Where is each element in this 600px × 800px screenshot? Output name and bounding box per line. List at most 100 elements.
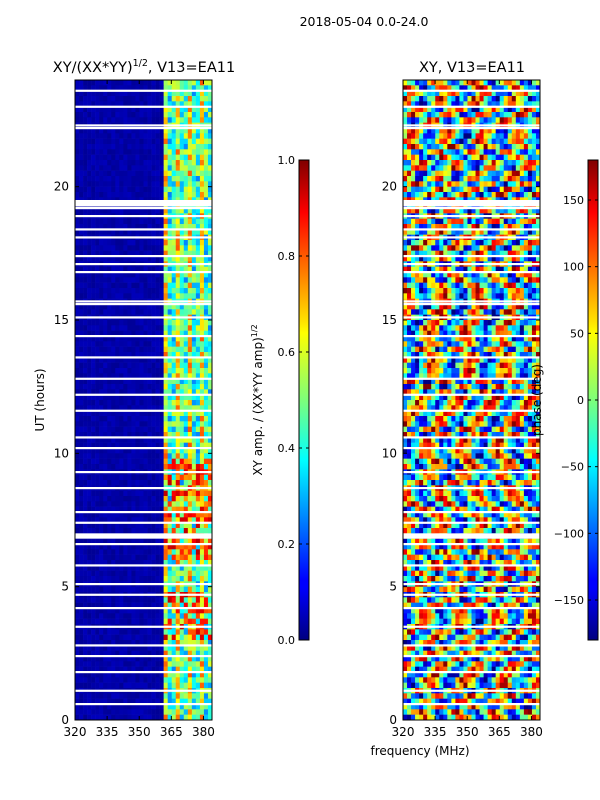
data-gap-row xyxy=(403,521,540,524)
data-gap-row xyxy=(75,236,212,239)
plot-frame xyxy=(402,79,541,721)
y-tick-label: 20 xyxy=(54,180,69,194)
y-tick-label: 10 xyxy=(54,446,69,460)
x-tick-label: 380 xyxy=(520,725,543,739)
y-tick-label: 10 xyxy=(382,446,397,460)
data-gap-row xyxy=(75,689,212,692)
x-tick-label: 380 xyxy=(192,725,215,739)
data-gap-row xyxy=(403,671,540,674)
data-gap-row xyxy=(403,105,540,108)
y-tick-label: 15 xyxy=(54,313,69,327)
phase-colorbar-tick-label: −50 xyxy=(561,461,584,474)
amplitude-heatmap-cells xyxy=(75,80,213,721)
x-tick-label: 365 xyxy=(160,725,183,739)
phase-heatmap-cells xyxy=(403,80,541,721)
x-tick-label: 320 xyxy=(392,725,415,739)
data-gap-row xyxy=(75,533,212,539)
data-gap-row xyxy=(403,607,540,610)
data-gap-row xyxy=(75,593,212,596)
data-gap-row xyxy=(403,335,540,338)
phase-colorbar-tick-label: 0 xyxy=(577,394,584,407)
data-gap-row xyxy=(403,703,540,706)
amplitude-colorbar-tick-label: 0.0 xyxy=(278,634,296,647)
x-tick-label: 350 xyxy=(456,725,479,739)
y-tick-label: 20 xyxy=(382,180,397,194)
data-gap-row xyxy=(75,303,212,306)
data-gap-row xyxy=(403,436,540,439)
y-tick-label: 5 xyxy=(61,580,69,594)
data-gap-row xyxy=(403,300,540,303)
amplitude-colorbar-tick-label: 1.0 xyxy=(278,154,296,167)
data-gap-row xyxy=(403,655,540,658)
data-gap-row xyxy=(403,689,540,692)
data-gap-row xyxy=(75,409,212,412)
data-gap-row xyxy=(403,356,540,359)
data-gap-row xyxy=(75,377,212,380)
amplitude-colorbar-tick-label: 0.6 xyxy=(278,346,296,359)
data-gap-row xyxy=(75,607,212,610)
data-gap-row xyxy=(75,207,212,210)
data-gap-row xyxy=(75,471,212,474)
data-gap-row xyxy=(403,593,540,596)
phase-colorbar-tick-label: −100 xyxy=(554,527,584,540)
data-gap-row xyxy=(403,533,540,539)
data-gap-row xyxy=(75,511,212,514)
x-tick-label: 320 xyxy=(64,725,87,739)
y-tick-label: 0 xyxy=(61,713,69,727)
data-gap-row xyxy=(403,377,540,380)
x-tick-label: 365 xyxy=(488,725,511,739)
data-gap-row xyxy=(75,393,212,396)
amplitude-colorbar-tick-label: 0.4 xyxy=(278,442,296,455)
data-gap-row xyxy=(403,303,540,306)
data-gap-row xyxy=(75,583,212,586)
data-gap-row xyxy=(75,300,212,303)
data-gap-row xyxy=(75,356,212,359)
data-gap-row xyxy=(75,487,212,490)
data-gap-row xyxy=(75,447,212,450)
phase-colorbar-tick-label: 100 xyxy=(563,261,584,274)
data-gap-row xyxy=(403,263,540,266)
data-gap-row xyxy=(403,644,540,647)
x-tick-label: 335 xyxy=(96,725,119,739)
phase-colorbar-tick-label: 150 xyxy=(563,194,584,207)
data-gap-row xyxy=(75,521,212,524)
data-gap-row xyxy=(403,89,540,92)
data-gap-row xyxy=(403,127,540,130)
data-gap-row xyxy=(75,127,212,130)
data-gap-row xyxy=(75,89,212,92)
data-gap-row xyxy=(75,644,212,647)
data-gap-row xyxy=(403,207,540,210)
data-gap-row xyxy=(403,447,540,450)
y-tick-label: 5 xyxy=(389,580,397,594)
data-gap-row xyxy=(75,335,212,338)
phase-colorbar: −150 −100 −50 0 50 100 150 xyxy=(554,159,599,641)
y-tick-label: 0 xyxy=(389,713,397,727)
right-panel-title: XY, V13=EA11 xyxy=(419,60,525,76)
phase-colorbar-tick-label: −150 xyxy=(554,594,584,607)
shared-xlabel: frequency (MHz) xyxy=(370,744,469,758)
data-gap-row xyxy=(403,583,540,586)
amplitude-heatmap: 320 335 350 365 380 0 5 10 15 20 xyxy=(54,79,215,739)
amplitude-colorbar-gradient xyxy=(298,159,310,641)
data-gap-row xyxy=(403,316,540,319)
data-gap-row xyxy=(403,200,540,206)
data-gap-row xyxy=(75,625,212,628)
data-gap-row xyxy=(75,215,212,218)
left-panel-title: XY/(XX*YY)1/2, V13=EA11 xyxy=(53,58,235,76)
data-gap-row xyxy=(75,204,212,207)
data-gap-row xyxy=(75,436,212,439)
amplitude-colorbar-tick-label: 0.8 xyxy=(278,250,296,263)
phase-data-gaps xyxy=(403,89,540,706)
x-tick-label: 335 xyxy=(424,725,447,739)
data-gap-row xyxy=(75,263,212,266)
data-gap-row xyxy=(75,200,212,206)
data-gap-row xyxy=(403,271,540,274)
amplitude-colorbar-tick-label: 0.2 xyxy=(278,538,296,551)
phase-heatmap: 320 335 350 365 380 0 5 10 15 20 xyxy=(382,79,543,739)
data-gap-row xyxy=(75,105,212,108)
data-gap-row xyxy=(75,271,212,274)
data-gap-row xyxy=(403,393,540,396)
amplitude-data-gaps xyxy=(75,89,212,706)
data-gap-row xyxy=(403,564,540,567)
